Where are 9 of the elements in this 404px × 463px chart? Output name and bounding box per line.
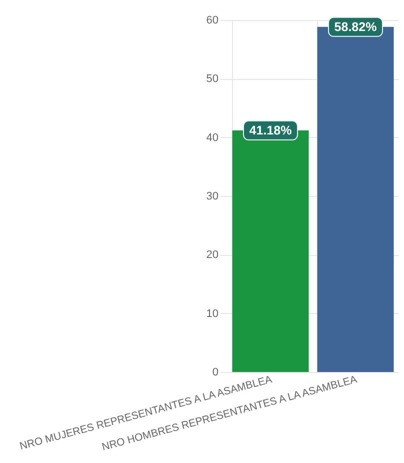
y-tick-label: 0 [212, 366, 218, 378]
y-tick-label: 40 [206, 132, 218, 144]
y-tick-label: 20 [206, 249, 218, 262]
y-tick-label: 60 [206, 14, 218, 26]
y-tick-label: 50 [206, 73, 218, 86]
y-tick-label: 10 [206, 308, 218, 320]
data-label: 58.82% [334, 20, 377, 34]
data-label: 41.18% [249, 123, 292, 138]
y-tick-label: 30 [206, 190, 218, 202]
